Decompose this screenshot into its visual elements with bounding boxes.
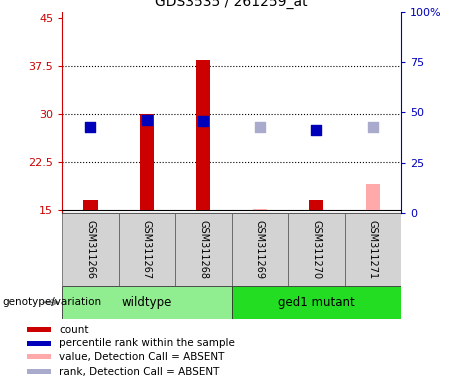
Bar [344, 213, 401, 286]
Bar [27, 327, 51, 332]
Text: GSM311268: GSM311268 [198, 220, 208, 279]
Bar [83, 200, 98, 210]
Bar [231, 286, 401, 319]
Text: genotype/variation: genotype/variation [2, 297, 101, 308]
Bar [140, 114, 154, 210]
Bar [27, 369, 51, 374]
Bar [62, 213, 118, 286]
Text: GSM311270: GSM311270 [311, 220, 321, 279]
Bar [196, 60, 211, 210]
Bar [62, 286, 231, 319]
Text: rank, Detection Call = ABSENT: rank, Detection Call = ABSENT [59, 367, 219, 377]
Text: wildtype: wildtype [122, 296, 172, 309]
Bar [309, 200, 324, 210]
Bar [118, 213, 175, 286]
Text: ged1 mutant: ged1 mutant [278, 296, 355, 309]
Text: value, Detection Call = ABSENT: value, Detection Call = ABSENT [59, 352, 225, 362]
Title: GDS3535 / 261259_at: GDS3535 / 261259_at [155, 0, 308, 9]
Text: GSM311267: GSM311267 [142, 220, 152, 279]
Point [200, 118, 207, 124]
Text: GSM311266: GSM311266 [85, 220, 95, 279]
Text: count: count [59, 325, 89, 335]
Point [313, 127, 320, 133]
Point [256, 124, 264, 131]
Bar [175, 213, 231, 286]
Point [369, 124, 377, 131]
Bar [288, 213, 344, 286]
Text: percentile rank within the sample: percentile rank within the sample [59, 338, 235, 348]
Bar [231, 213, 288, 286]
Bar [27, 354, 51, 359]
Text: GSM311271: GSM311271 [368, 220, 378, 279]
Point [143, 117, 151, 123]
Point [87, 124, 94, 131]
Text: GSM311269: GSM311269 [255, 220, 265, 279]
Bar [253, 209, 267, 210]
Bar [366, 184, 380, 210]
Bar [27, 341, 51, 346]
